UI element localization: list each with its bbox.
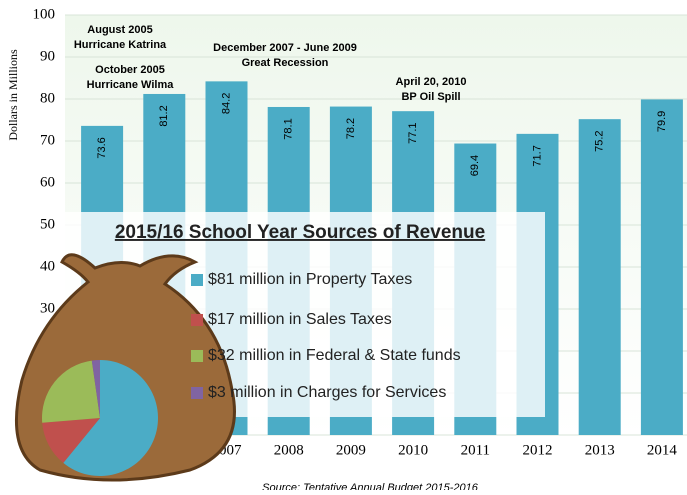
x-tick-label: 2012 [523, 442, 553, 458]
bar-value-label: 84.2 [220, 93, 232, 114]
bar [641, 99, 683, 435]
annotation: Hurricane Katrina [74, 39, 167, 51]
y-tick-label: 70 [40, 132, 55, 148]
x-tick-label: 2010 [398, 442, 428, 458]
annotation: October 2005 [95, 64, 165, 76]
x-tick-label: 2013 [585, 442, 615, 458]
legend-title: 2015/16 School Year Sources of Revenue [115, 222, 485, 243]
annotation: BP Oil Spill [401, 91, 460, 103]
legend-label: $17 million in Sales Taxes [208, 311, 392, 328]
legend-swatch [191, 314, 203, 326]
annotation: August 2005 [87, 24, 152, 36]
bar-value-label: 78.1 [283, 118, 295, 139]
legend-swatch [191, 274, 203, 286]
bar-value-label: 78.2 [345, 118, 357, 139]
y-tick-label: 30 [40, 300, 55, 316]
bar-value-label: 77.1 [407, 122, 419, 143]
bar-value-label: 73.6 [96, 137, 108, 158]
bar-value-label: 71.7 [531, 145, 543, 166]
bar [579, 119, 621, 435]
legend-label: $3 million in Charges for Services [208, 384, 446, 401]
bar-value-label: 75.2 [594, 130, 606, 151]
y-tick-label: 90 [40, 48, 55, 64]
x-tick-label: 2008 [274, 442, 304, 458]
bar-value-label: 79.9 [656, 111, 668, 132]
annotation: Great Recession [242, 57, 329, 69]
y-tick-label: 80 [40, 90, 55, 106]
y-tick-label: 100 [33, 6, 56, 22]
y-tick-label: 60 [40, 174, 55, 190]
x-tick-label: 2011 [461, 442, 490, 458]
y-axis-label: Dollars in Millions [6, 49, 20, 141]
x-tick-label: 2014 [647, 442, 678, 458]
source-note: Source: Tentative Annual Budget 2015-201… [262, 482, 479, 490]
bar-value-label: 69.4 [469, 155, 481, 176]
legend-label: $32 million in Federal & State funds [208, 347, 461, 364]
legend-label: $81 million in Property Taxes [208, 271, 412, 288]
y-tick-label: 40 [40, 258, 55, 274]
legend-swatch [191, 350, 203, 362]
y-tick-label: 50 [40, 216, 55, 232]
annotation: April 20, 2010 [396, 76, 467, 88]
chart: 0102030405060708090100Dollars in Million… [0, 0, 687, 490]
bar-value-label: 81.2 [158, 105, 170, 126]
x-tick-label: 2009 [336, 442, 366, 458]
annotation: December 2007 - June 2009 [213, 42, 357, 54]
page: {"chart_data":[ {"type":"bar","y_label":… [0, 0, 687, 495]
annotation: Hurricane Wilma [87, 79, 175, 91]
legend-swatch [191, 387, 203, 399]
